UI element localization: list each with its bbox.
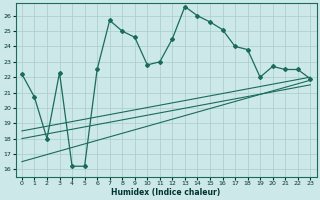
X-axis label: Humidex (Indice chaleur): Humidex (Indice chaleur) bbox=[111, 188, 221, 197]
